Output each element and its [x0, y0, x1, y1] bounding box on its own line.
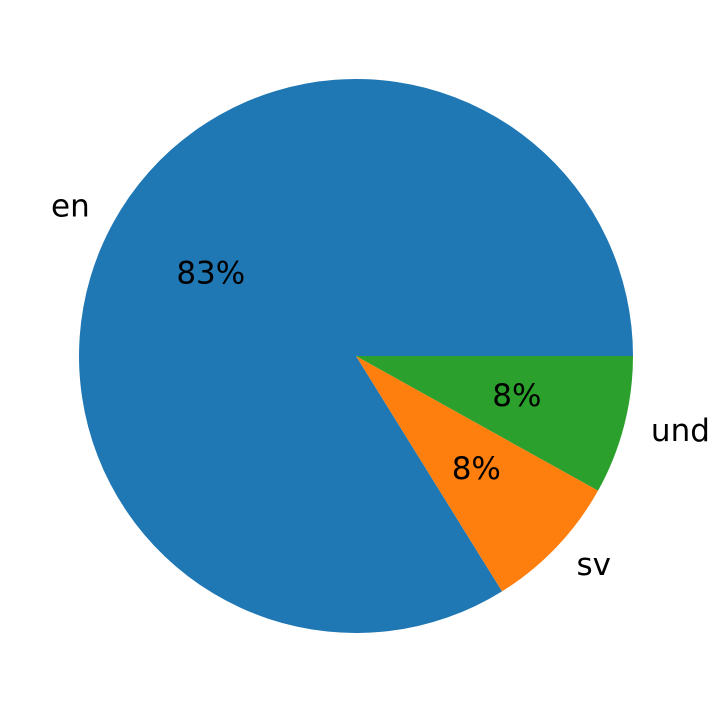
pie-slice [356, 356, 633, 491]
slice-label: und [651, 413, 710, 449]
slice-label: sv [577, 547, 612, 583]
pie-slice [356, 356, 599, 592]
percent-label: 8% [452, 451, 501, 487]
pie-slice [78, 79, 634, 634]
percent-label: 8% [492, 378, 541, 414]
percent-label: 83% [176, 256, 245, 292]
slice-label: en [51, 188, 90, 224]
